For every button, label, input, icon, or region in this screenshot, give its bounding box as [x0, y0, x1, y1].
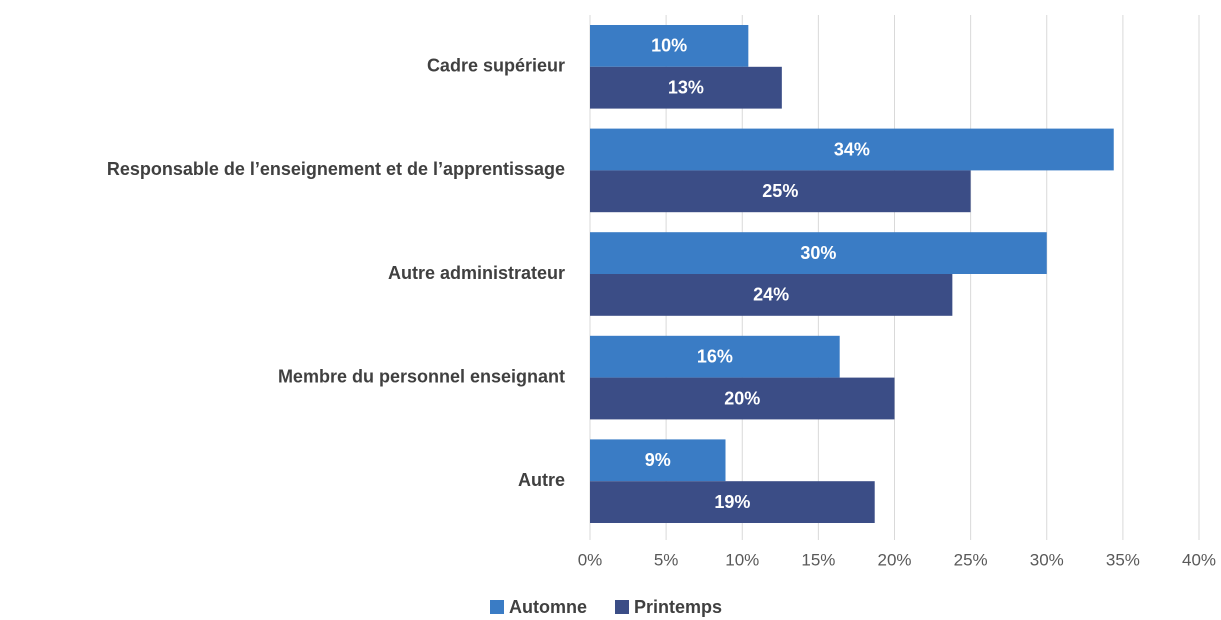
legend-swatch [615, 600, 629, 614]
x-tick-label: 30% [1030, 550, 1064, 569]
bar [590, 335, 840, 378]
x-tick-label: 25% [954, 550, 988, 569]
data-label: 34% [834, 139, 870, 159]
data-label: 24% [753, 285, 789, 305]
data-label: 9% [645, 450, 671, 470]
legend-label: Printemps [634, 597, 722, 617]
y-tick-label: Autre [518, 470, 565, 490]
x-tick-label: 40% [1182, 550, 1216, 569]
data-label: 20% [724, 388, 760, 408]
data-label: 10% [651, 36, 687, 56]
bar [590, 25, 749, 67]
x-tick-label: 35% [1106, 550, 1140, 569]
y-tick-label: Responsable de l’enseignement et de l’ap… [107, 159, 565, 179]
y-tick-label: Autre administrateur [388, 263, 565, 283]
data-label: 16% [697, 346, 733, 366]
y-tick-label: Cadre supérieur [427, 56, 565, 76]
x-tick-label: 5% [654, 550, 679, 569]
data-label: 13% [668, 77, 704, 97]
bar [590, 481, 875, 523]
bar [590, 128, 1114, 171]
data-label: 19% [714, 492, 750, 512]
legend-swatch [490, 600, 504, 614]
legend-label: Automne [509, 597, 587, 617]
x-tick-label: 10% [725, 550, 759, 569]
bar [590, 66, 782, 109]
data-label: 30% [800, 243, 836, 263]
data-label: 25% [762, 181, 798, 201]
x-tick-label: 15% [801, 550, 835, 569]
bar [590, 170, 971, 213]
y-tick-label: Membre du personnel enseignant [278, 366, 565, 386]
bar [590, 274, 953, 316]
x-tick-label: 20% [877, 550, 911, 569]
bar [590, 377, 895, 420]
bar [590, 439, 726, 482]
x-tick-label: 0% [578, 550, 603, 569]
bar [590, 232, 1047, 274]
